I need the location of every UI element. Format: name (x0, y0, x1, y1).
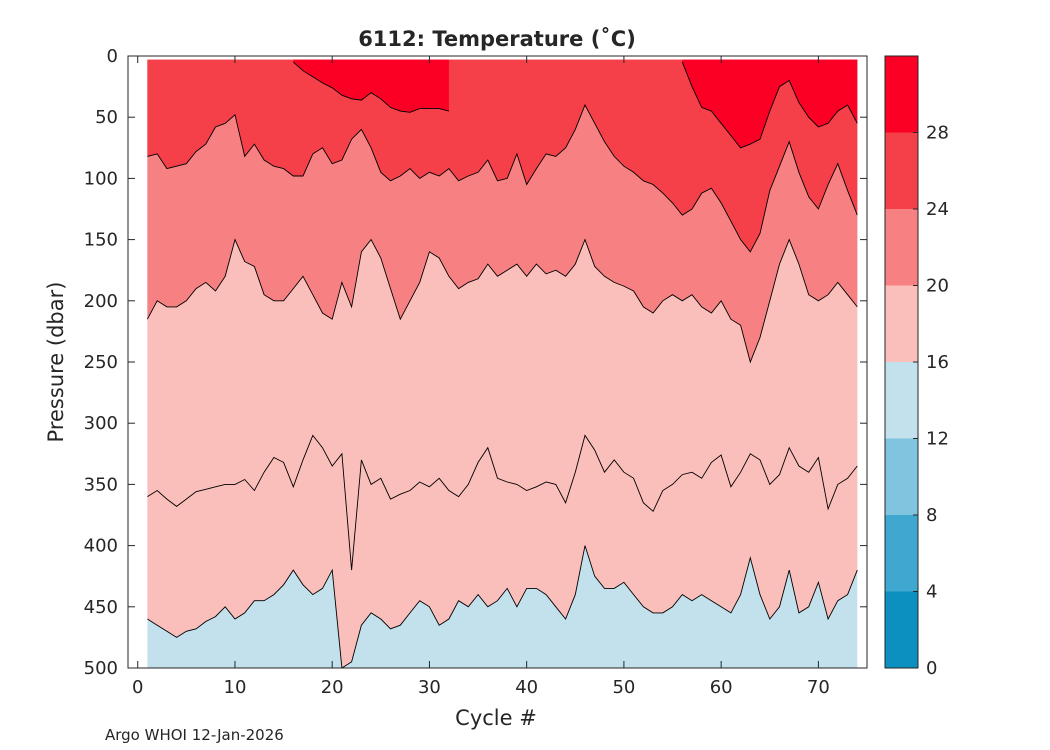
y-tick-label: 500 (84, 658, 118, 679)
isotherm-20 (147, 238, 858, 364)
y-tick-label: 300 (84, 413, 118, 434)
x-tick-label: 70 (807, 677, 830, 698)
y-tick-label: 0 (107, 46, 118, 67)
isotherm-28 (293, 61, 450, 113)
y-tick-label: 400 (84, 536, 118, 557)
x-tick-label: 20 (321, 677, 344, 698)
colorbar-tick-label: 4 (926, 582, 937, 603)
x-tick-label: 30 (418, 677, 441, 698)
colorbar-swatch (885, 515, 918, 592)
isotherm-16-deep (147, 545, 858, 668)
colorbar-swatch (885, 438, 918, 515)
contour-lines (147, 61, 858, 668)
band-28-32-part (682, 59, 858, 148)
isotherm-28 (681, 61, 858, 149)
y-tick-label: 100 (84, 168, 118, 189)
colorbar-swatch (885, 285, 918, 362)
credit-text: Argo WHOI 12-Jan-2026 (105, 726, 284, 744)
chart-title: 6112: Temperature (˚C) (358, 27, 636, 51)
x-tick-label: 60 (710, 677, 733, 698)
y-tick-label: 200 (84, 291, 118, 312)
x-tick-label: 50 (612, 677, 635, 698)
colorbar: 0 4 8 12 16 20 24 28 (884, 55, 949, 679)
colorbar-tick-label: 28 (926, 123, 949, 144)
isotherm-16-mid (147, 434, 858, 571)
plot-area (127, 55, 868, 669)
band-28-32-part (293, 59, 449, 113)
x-tick-label: 40 (515, 677, 538, 698)
x-axis: 0 10 20 30 40 50 60 70 (132, 56, 830, 698)
colorbar-swatch (885, 362, 918, 439)
colorbar-tick-label: 12 (926, 429, 949, 450)
colorbar-swatch (885, 132, 918, 209)
colorbar-tick-label: 8 (926, 505, 937, 526)
y-tick-label: 250 (84, 352, 118, 373)
colorbar-swatch (885, 56, 918, 133)
y-tick-label: 350 (84, 474, 118, 495)
y-axis: 0 50 100 150 200 250 300 350 400 450 500 (84, 46, 867, 679)
x-tick-label: 0 (132, 677, 143, 698)
y-tick-label: 50 (95, 107, 118, 128)
x-tick-label: 10 (224, 677, 247, 698)
y-tick-label: 150 (84, 230, 118, 251)
y-tick-label: 450 (84, 597, 118, 618)
colorbar-swatch (885, 209, 918, 286)
colorbar-tick-label: 0 (926, 658, 937, 679)
isotherm-24 (147, 103, 858, 253)
colorbar-tick-label: 20 (926, 276, 949, 297)
y-axis-label: Pressure (dbar) (44, 282, 68, 443)
band-24-28 (147, 59, 858, 252)
contour-fills (147, 59, 858, 668)
x-axis-label: Cycle # (455, 706, 537, 730)
colorbar-tick-label: 16 (926, 352, 949, 373)
colorbar-swatch (885, 591, 918, 668)
colorbar-tick-label: 24 (926, 199, 949, 220)
